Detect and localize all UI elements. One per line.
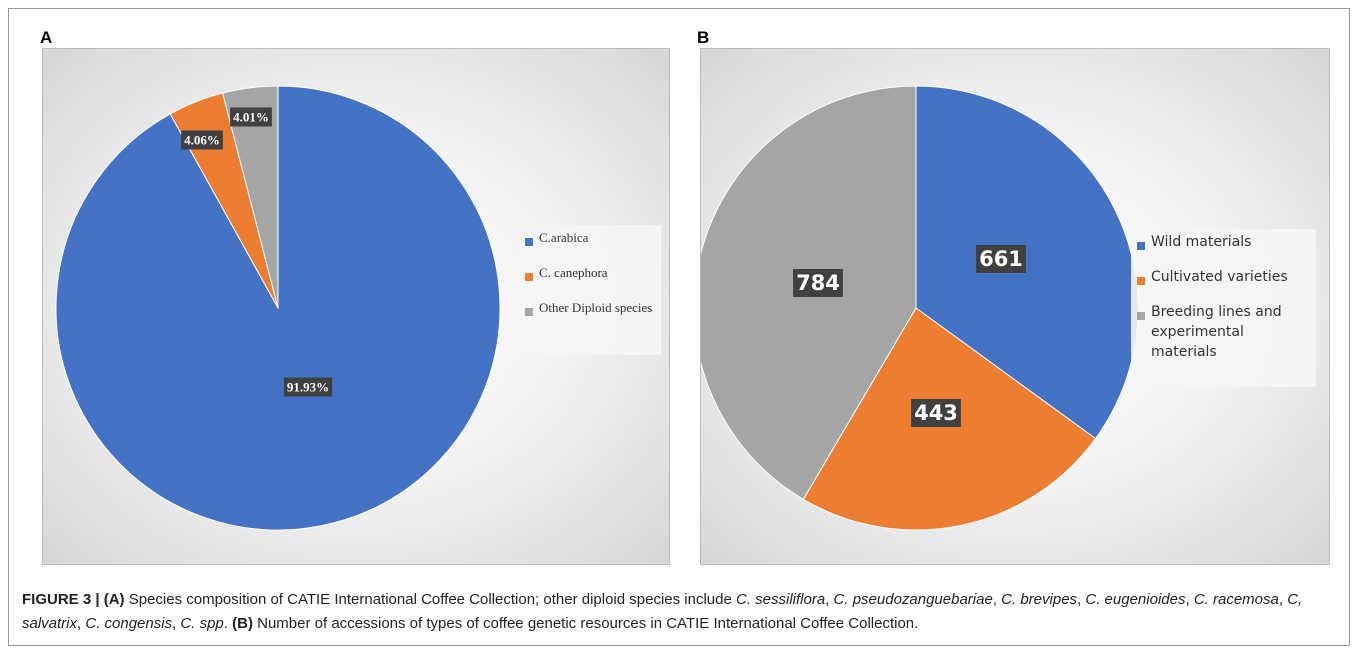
caption-text: , [1185, 591, 1194, 608]
data-label-box [181, 130, 223, 150]
legend-swatch [525, 273, 533, 281]
caption-text: , [1077, 591, 1086, 608]
chart-panel: 91.93% 4.06% 4.01% C.arabica C. canephora Oth… [42, 48, 670, 565]
data-label-group: 91.93% [283, 377, 333, 397]
caption-text: FIGURE 3 | (A) [22, 591, 125, 608]
legend-item: Breeding lines and experimental material… [1137, 304, 1310, 362]
legend-item: C.arabica [525, 230, 655, 248]
chart-panel: 661 443 784 Wild materials Cultivated variet… [700, 48, 1330, 565]
caption-text: C. brevipes [1001, 591, 1078, 608]
caption-text: , [825, 591, 834, 608]
data-label-box [283, 377, 333, 397]
legend-label: Wild materials [1151, 234, 1252, 250]
caption-text: , [1278, 591, 1288, 608]
legend: Wild materials Cultivated varieties Breedi… [1131, 229, 1316, 387]
data-label-group: 4.01% [230, 107, 272, 127]
caption-text: Number of accessions of types of coffee … [252, 615, 919, 632]
caption-text: C. racemosa [1193, 591, 1279, 608]
panel-letter: B [697, 28, 710, 47]
caption-text: C, salvatrix [22, 591, 1307, 632]
legend-label: C. canephora [539, 265, 608, 280]
pie-chart: 661 443 784 [701, 85, 1139, 531]
legend-label: Cultivated varieties [1151, 269, 1288, 285]
caption: FIGURE 3 | (A) Species composition of CA… [22, 588, 1340, 636]
pie-slice [55, 85, 501, 531]
legend-item: Wild materials [1137, 234, 1310, 252]
legend-swatch [1137, 242, 1145, 250]
pie-slice [915, 85, 1139, 440]
caption-text: C. spp [180, 615, 224, 632]
data-label-group: 784 [793, 269, 843, 297]
caption-text: C. eugenioides [1085, 591, 1186, 608]
caption-text: (B) [232, 615, 253, 632]
data-label-box [911, 399, 961, 427]
legend-label: Other Diploid species [539, 300, 653, 315]
data-label-box [793, 269, 843, 297]
legend-swatch [525, 308, 533, 316]
pie-slice [222, 85, 279, 309]
data-label: 91.93% [287, 380, 329, 395]
caption-text: , [172, 615, 181, 632]
data-label-group: 443 [911, 399, 961, 427]
panel-letter: A [40, 28, 53, 47]
caption-text: , [77, 615, 86, 632]
pie-chart: 91.93% 4.06% 4.01% [55, 85, 501, 531]
caption-text: Species composition of CATIE Internation… [124, 591, 736, 608]
data-label: 443 [914, 401, 958, 425]
data-label: 4.01% [233, 110, 269, 125]
caption-text: C. sessiliflora [736, 591, 826, 608]
legend-item: Other Diploid species [525, 300, 655, 318]
legend-item: Cultivated varieties [1137, 269, 1310, 287]
legend-item: C. canephora [525, 265, 655, 283]
legend-swatch [1137, 277, 1145, 285]
data-label-group: 661 [976, 245, 1026, 273]
caption-text: , [992, 591, 1002, 608]
data-label-box [976, 245, 1026, 273]
legend-swatch [1137, 312, 1145, 320]
legend-label: C.arabica [539, 230, 589, 245]
caption-text: . [223, 615, 233, 632]
data-label-group: 4.06% [181, 130, 223, 150]
legend: C.arabica C. canephora Other Diploid speci… [519, 225, 661, 355]
caption-text: C. pseudozanguebariae [833, 591, 993, 608]
data-label-box [230, 107, 272, 127]
legend-swatch [525, 238, 533, 246]
caption-text: C. congensis [85, 615, 173, 632]
figure-frame [8, 8, 1350, 646]
data-label: 784 [796, 271, 840, 295]
legend-label: Breeding lines and experimental material… [1151, 304, 1282, 360]
data-label: 661 [979, 247, 1023, 271]
data-label: 4.06% [184, 133, 220, 148]
